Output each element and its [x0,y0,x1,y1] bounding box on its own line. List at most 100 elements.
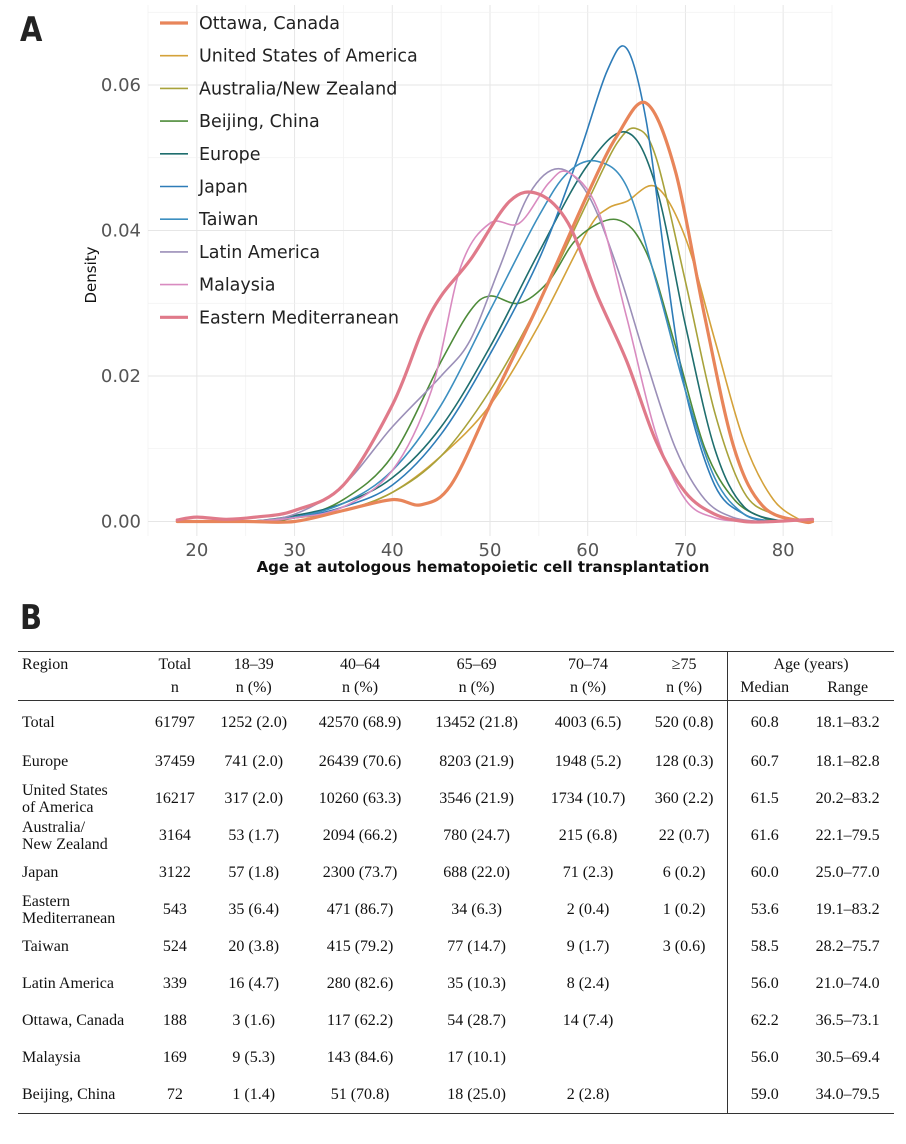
table-header-row-1: Region Total 18–39 40–64 65–69 70–74 ≥75… [18,651,894,676]
row-value-cell: 2300 (73.7) [322,864,398,881]
row-value-cell: 215 (6.8) [558,827,618,844]
header-65-69-sub: n (%) [418,676,535,701]
row-value-cell: 524 [162,938,187,955]
row-value-cell: 35 (10.3) [447,975,506,992]
row-value-cell: 128 (0.3) [654,753,714,770]
legend-label-japan: Japan [198,178,248,198]
row-region-cell: Taiwan [22,938,69,955]
table-row: Japan 3122 57 (1.8) 2300 (73.7) 688 (22.0) 71… [18,854,894,891]
row-value-cell: 25.0–77.0 [815,864,880,881]
table-row: Ottawa, Canada 188 3 (1.6) 117 (62.2) 54 (28… [18,1002,894,1039]
row-value-cell: 9 (1.7) [566,938,610,955]
chart-legend: Ottawa, Canada United States of America Au… [160,14,418,328]
row-value-cell: 42570 (68.9) [318,713,402,731]
row-value-cell: 18 (25.0) [418,1076,535,1114]
row-value-cell: 61.5 [727,780,802,817]
row-value-cell: 13452 (21.8) [435,713,518,731]
row-value-cell: 60.0 [727,854,802,891]
header-75-plus-sub: n (%) [641,676,728,701]
row-value-cell: 26439 (70.6) [318,753,402,770]
row-value-cell: 20 (3.8) [228,938,280,955]
row-value-cell [641,1076,728,1114]
series-line-taiwan [176,160,775,523]
x-axis-title: Age at autologous hematopoietic cell tra… [257,558,710,576]
row-value-cell: 415 (79.2) [326,938,394,955]
panel-a-label: A [20,10,43,50]
row-value-cell: 188 [162,1012,187,1029]
row-value-cell: 72 [144,1076,206,1114]
row-value-cell: 61797 [154,713,195,731]
row-value-cell: 56.0 [727,965,802,1002]
row-value-cell [641,1039,727,1076]
row-region-cell: Australia/New Zealand [22,818,108,853]
header-total: Total [144,651,206,676]
panel-b-label: B [20,598,43,638]
row-value-cell: 10260 (63.3) [318,790,402,807]
chart-series [175,45,815,525]
table-row: Eastern Mediterranean 543 35 (6.4) 471 (86.7… [18,891,894,928]
row-value-cell: 3164 [158,827,191,844]
row-value-cell: 58.5 [727,928,802,965]
table-row: Total 61797 1252 (2.0) 42570 (68.9) 13452 (2… [18,700,894,743]
row-value-cell: 2 (0.4) [566,901,610,918]
density-chart: 20 30 40 50 60 70 80 0.00 0.02 0.04 0.06 Age at au… [82,5,833,576]
row-value-cell: 9 (5.3) [232,1049,276,1066]
row-value-cell: 51 (70.8) [301,1076,419,1114]
row-value-cell: 3122 [158,864,191,881]
row-region-cell: Europe [22,753,69,770]
row-value-cell: 1 (0.2) [662,901,706,918]
header-18-39-sub: n (%) [205,676,302,701]
x-tick-label: 20 [185,540,208,561]
row-value-cell: 77 (14.7) [447,938,506,955]
legend-label-beijing-china: Beijing, China [199,112,320,132]
header-region-sub [18,676,144,701]
header-65-69: 65–69 [418,651,535,676]
row-value-cell: 1 (1.4) [205,1076,302,1114]
row-value-cell: 60.8 [727,700,802,743]
chart-ticks: 20 30 40 50 60 70 80 0.00 0.02 0.04 0.06 [101,75,795,561]
x-tick-label: 70 [674,540,697,561]
row-value-cell: 317 (2.0) [224,790,284,807]
row-region-cell: Eastern Mediterranean [22,892,116,927]
row-value-cell: 2094 (66.2) [322,827,398,844]
table-row: Europe 37459 741 (2.0) 26439 (70.6) 8203 (21… [18,743,894,780]
row-value-cell: 61.6 [727,817,802,854]
legend-label-eastern-mediterranean: Eastern Mediterranean [199,308,399,328]
series-line-malaysia [176,170,745,523]
row-value-cell: 8203 (21.9) [439,753,514,770]
row-value-cell: 71 (2.3) [562,864,614,881]
legend-label-ottawa-canada: Ottawa, Canada [199,14,340,34]
row-value-cell: 339 [162,975,187,992]
legend-label-malaysia: Malaysia [199,276,275,296]
row-value-cell: 2 (2.8) [534,1076,642,1114]
y-tick-label: 0.04 [101,220,141,241]
series-line-europe [176,131,784,523]
row-value-cell: 4003 (6.5) [554,713,622,731]
row-value-cell: 53 (1.7) [228,827,280,844]
row-value-cell: 543 [162,901,187,918]
row-region-cell: Ottawa, Canada [22,1012,125,1029]
series-line-beijing-china [176,218,784,523]
legend-label-latin-america: Latin America [199,243,320,263]
header-total-sub: n [144,676,206,701]
row-value-cell: 1252 (2.0) [220,713,288,731]
row-region-cell: Total [22,713,55,731]
row-value-cell: 22.1–79.5 [815,827,880,844]
row-region-cell: Japan [22,864,59,881]
series-line-eastern-mediterranean [175,190,815,524]
table-row: Australia/New Zealand 3164 53 (1.7) 2094 (6… [18,817,894,854]
x-tick-label: 30 [283,540,306,561]
table-header-row-2: n n (%) n (%) n (%) n (%) n (%) Median R… [18,676,894,701]
table-body: Total 61797 1252 (2.0) 42570 (68.9) 13452 (2… [18,700,894,1114]
header-40-64-sub: n (%) [301,676,419,701]
row-value-cell: 36.5–73.1 [815,1012,880,1029]
row-value-cell: 35 (6.4) [228,901,280,918]
row-value-cell: 6 (0.2) [662,864,706,881]
y-tick-label: 0.02 [101,366,141,387]
row-value-cell [535,1039,641,1076]
row-value-cell: 17 (10.1) [447,1049,506,1066]
legend-label-taiwan: Taiwan [198,210,259,230]
x-tick-label: 60 [576,540,599,561]
row-value-cell: 28.2–75.7 [815,938,880,955]
row-region-cell: United States of America [22,781,108,816]
